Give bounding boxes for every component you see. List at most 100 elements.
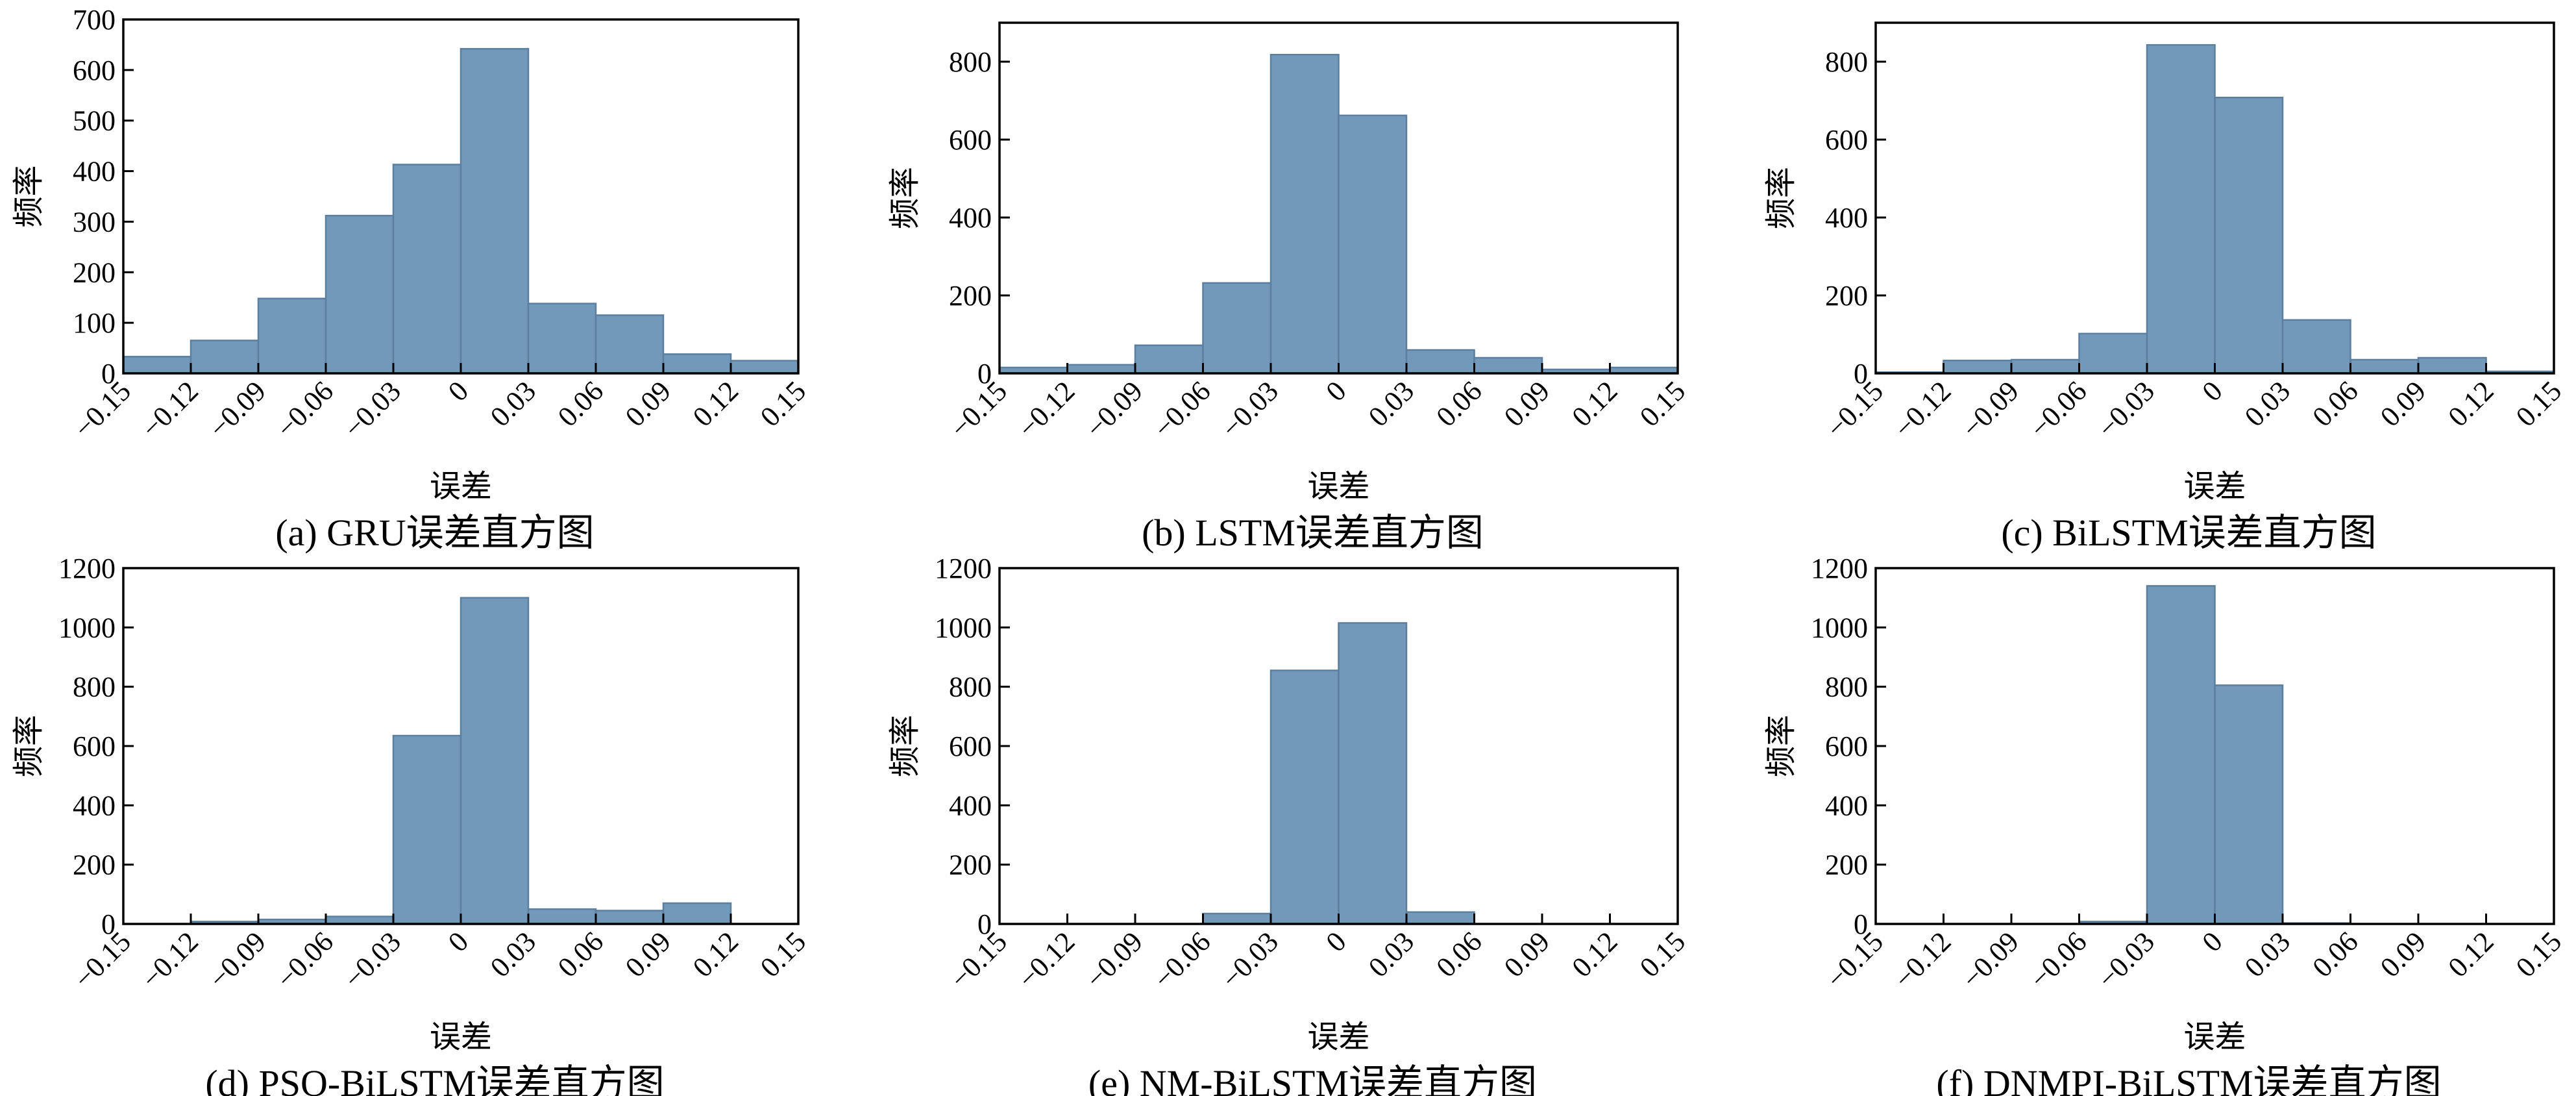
x-tick-label: −0.03 [337,375,407,444]
y-axis-label: 频率 [1764,715,1798,777]
x-tick-label: −0.06 [2024,925,2093,995]
x-tick-label: 0 [1319,375,1352,407]
histogram-bar [2214,684,2284,925]
x-tick-label: 0.03 [484,375,542,432]
y-tick-label: 200 [73,256,116,288]
x-tick-label: −0.06 [270,925,339,995]
y-tick-label: 1000 [935,612,992,643]
histogram-panel-4: −0.15−0.12−0.09−0.06−0.03 0 0.03 0.06 0.09 0.… [12,553,812,1096]
y-tick-label: 800 [1825,46,1868,78]
x-tick-label: 0.03 [1362,925,1420,983]
x-tick-label: 0.15 [1634,925,1691,983]
x-tick-label: −0.03 [1215,375,1284,444]
histogram-bar [190,340,260,375]
y-axis-label: 频率 [12,715,46,777]
y-tick-label: 400 [949,790,992,821]
x-tick-label: 0.06 [1430,925,1488,983]
x-tick-label: −0.12 [1888,375,1957,444]
histogram-bar [122,356,192,375]
x-tick-label: −0.12 [135,375,204,444]
y-tick-label: 400 [73,156,116,188]
y-tick-label: 600 [73,55,116,86]
x-tick-label: 0.12 [687,375,744,432]
x-tick-label: −0.06 [270,375,339,444]
x-tick-label: 0.09 [619,375,677,432]
x-tick-label: −0.03 [2091,375,2161,444]
panel-caption: (f) DNMPI-BiLSTM误差直方图 [1936,1062,2441,1096]
histogram-bar [1202,912,1272,925]
x-tick-label: 0 [2196,925,2228,958]
histogram-bar [2214,96,2284,375]
y-tick-label: 400 [1825,202,1868,234]
histogram-bar [460,597,530,925]
histogram-bar [257,297,327,375]
y-tick-label: 0 [101,908,116,940]
x-tick-label: −0.12 [1012,925,1081,995]
y-tick-label: 200 [949,849,992,881]
histogram-bar [2146,585,2216,925]
histogram-bar [1134,344,1204,375]
x-tick-label: 0.12 [687,925,744,983]
y-axis-label: 频率 [888,715,922,777]
histogram-bar [2417,356,2487,375]
y-tick-label: 800 [1825,671,1868,703]
x-tick-label: −0.06 [1147,925,1217,995]
x-tick-label: 0.03 [484,925,542,983]
x-tick-label: −0.09 [1079,925,1149,995]
x-tick-label: −0.09 [1956,375,2025,444]
histogram-bar [1338,114,1408,375]
panel-caption: (b) LSTM误差直方图 [1142,512,1484,554]
histogram-bar [392,164,462,375]
histogram-bar [595,910,665,925]
x-tick-label: 0.09 [1498,925,1556,983]
histogram-bar [662,353,732,375]
y-tick-label: 0 [977,908,992,940]
panel-caption: (d) PSO-BiLSTM误差直方图 [205,1062,664,1096]
x-tick-label: 0.03 [2239,375,2296,432]
y-tick-label: 600 [1825,124,1868,156]
histogram-bar [1473,356,1543,375]
histogram-bar [2010,358,2080,375]
x-tick-label: −0.03 [2091,925,2161,995]
y-tick-label: 800 [949,46,992,78]
x-tick-label: 0.09 [2374,925,2432,983]
y-tick-label: 200 [1825,280,1868,312]
x-tick-label: 0.06 [2306,375,2364,432]
x-tick-label: 0.06 [1430,375,1488,432]
x-axis-label: 误差 [1307,1020,1369,1054]
histogram-bar [1943,359,2013,375]
x-tick-label: −0.09 [1079,375,1149,444]
y-axis-label: 频率 [1764,167,1798,229]
x-tick-label: −0.12 [1888,925,1957,995]
x-tick-label: 0.06 [552,375,609,432]
x-tick-label: 0 [442,375,474,407]
x-tick-label: 0.15 [2510,375,2568,432]
x-tick-label: 0.15 [2510,925,2568,983]
x-axis-label: 误差 [2183,1020,2246,1054]
x-tick-label: 0.03 [1362,375,1420,432]
histogram-bar [2281,319,2351,375]
y-tick-label: 1200 [935,553,992,584]
y-tick-label: 200 [949,280,992,312]
panel-caption: (c) BiLSTM误差直方图 [2001,512,2376,554]
x-tick-label: 0.09 [2374,375,2432,432]
y-tick-label: 1000 [1811,612,1868,643]
x-tick-label: 0 [1319,925,1352,958]
x-axis-label: 误差 [2183,469,2246,504]
y-axis-label: 频率 [888,167,922,229]
x-tick-label: −0.09 [202,375,272,444]
histogram-bar [662,902,732,925]
histogram-bar [2078,332,2148,375]
histogram-bar [527,908,597,925]
y-axis-label: 频率 [12,165,46,227]
histogram-bar [1405,349,1475,375]
y-tick-label: 200 [73,849,116,881]
histogram-panel-3: −0.15−0.12−0.09−0.06−0.03 0 0.03 0.06 0.09 0.… [1764,21,2568,554]
x-tick-label: 0.09 [619,925,677,983]
histogram-bar [1066,364,1136,375]
x-tick-label: 0.12 [1565,925,1623,983]
y-tick-label: 100 [73,307,116,339]
x-axis-label: 误差 [430,469,492,504]
y-tick-label: 800 [73,671,116,703]
